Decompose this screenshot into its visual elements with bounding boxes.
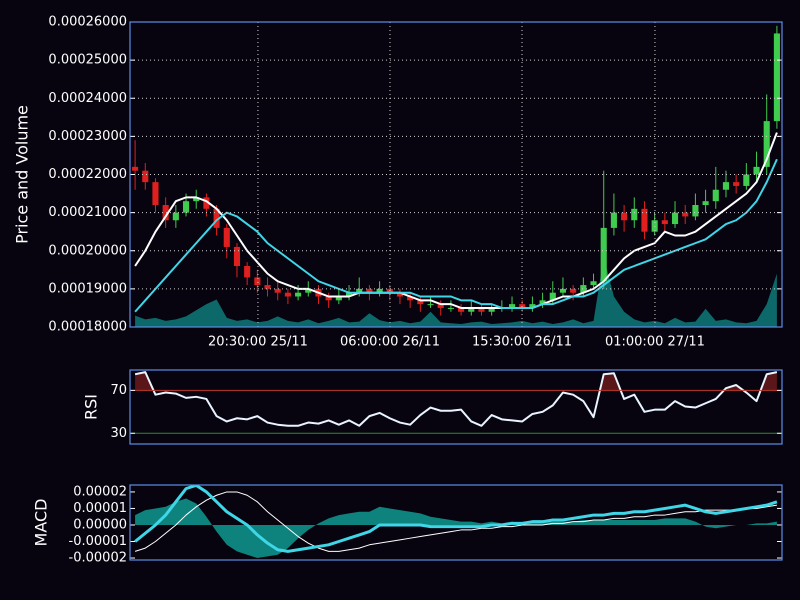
candle-body	[549, 292, 556, 301]
candle-body	[488, 307, 495, 312]
candle-body	[529, 304, 536, 308]
y-tick-label: -0.00002	[69, 551, 127, 566]
candle-body	[733, 182, 740, 186]
candle-body	[600, 227, 607, 282]
candle-body	[570, 288, 577, 293]
x-tick-label: 15:30:00 26/11	[472, 335, 572, 350]
y-axis-label: Price and Volume	[13, 105, 32, 244]
candle-body	[559, 288, 567, 293]
candle-body	[345, 292, 353, 297]
y-tick-label: -0.00001	[69, 534, 127, 549]
y-tick-label: 0.00023000	[48, 129, 127, 144]
candle-body	[305, 288, 312, 293]
candle-body	[417, 300, 424, 305]
candle-body	[233, 246, 241, 266]
candle-body	[692, 205, 699, 217]
panel-frame	[129, 21, 783, 328]
area	[135, 256, 777, 327]
candle-body	[407, 296, 414, 301]
candle-body	[142, 170, 149, 183]
y-tick-label: 0.00026000	[48, 15, 127, 30]
candle-body	[661, 220, 668, 225]
candle-body	[366, 288, 373, 293]
candle-body	[182, 201, 190, 213]
candle-body	[539, 300, 546, 305]
candle-body	[712, 189, 719, 202]
candle-body	[437, 304, 444, 308]
candle-body	[743, 174, 750, 186]
y-tick-label: 0.00019000	[48, 281, 127, 296]
panel-frame	[129, 484, 783, 561]
candle-body	[641, 208, 648, 232]
panel-frame	[129, 369, 783, 445]
candle-body	[376, 288, 383, 293]
candle-body	[458, 307, 465, 312]
candle-body	[763, 121, 770, 167]
line	[134, 158, 778, 313]
candle-body	[447, 307, 454, 309]
line	[134, 371, 778, 427]
candle-body	[295, 292, 302, 297]
y-tick-label: 0.00025000	[48, 53, 127, 68]
candle-body	[193, 197, 200, 202]
y-tick-label: 70	[110, 383, 127, 398]
candle-body	[325, 296, 332, 301]
candle-body	[264, 285, 271, 289]
candle-body	[427, 304, 434, 306]
candle-body	[682, 212, 689, 217]
candle-body	[335, 296, 342, 301]
y-tick-label: 0.00002	[73, 484, 127, 499]
candle-body	[152, 182, 159, 205]
y-axis-label: MACD	[32, 499, 51, 547]
candle-body	[580, 285, 587, 293]
candle-body	[478, 307, 485, 312]
candle-body	[508, 304, 516, 308]
candle-body	[722, 182, 730, 190]
x-tick-label: 20:30:00 25/11	[208, 335, 308, 350]
candle-body	[753, 166, 760, 175]
y-tick-label: 0.00022000	[48, 167, 127, 182]
y-axis-label: RSI	[82, 394, 101, 420]
area	[135, 498, 777, 559]
candle-body	[162, 205, 169, 221]
candle-body	[172, 212, 179, 221]
candle-body	[610, 212, 617, 228]
line	[134, 485, 778, 553]
candle-body	[274, 288, 281, 293]
candle-body	[651, 220, 658, 232]
candle-body	[621, 212, 628, 221]
plot-area	[134, 485, 778, 559]
y-tick-label: 0.00001	[73, 501, 127, 516]
y-tick-label: 0.00018000	[48, 320, 127, 335]
x-tick-label: 06:00:00 26/11	[340, 335, 440, 350]
y-tick-label: 0.00021000	[48, 205, 127, 220]
candle-body	[203, 197, 210, 209]
candle-body	[468, 307, 475, 312]
candle-body	[223, 227, 230, 247]
overbought-fill	[135, 372, 777, 391]
candle-body	[284, 292, 291, 297]
plot-area	[134, 371, 778, 427]
line	[134, 491, 777, 552]
candle-body	[396, 292, 404, 297]
candle-body	[244, 266, 251, 278]
x-tick-label: 01:00:00 27/11	[605, 335, 705, 350]
candle-body	[590, 281, 597, 286]
candle-body	[254, 277, 261, 286]
y-tick-label: 0.00024000	[48, 91, 127, 106]
candle-body	[132, 166, 139, 171]
candle-body	[213, 208, 220, 228]
candle-body	[773, 33, 780, 122]
y-tick-label: 30	[110, 426, 127, 441]
y-tick-label: 0.00000	[73, 517, 127, 532]
line	[134, 132, 778, 309]
y-tick-label: 0.00020000	[48, 243, 127, 258]
candle-body	[356, 288, 363, 293]
candle-body	[671, 212, 679, 225]
candle-body	[631, 208, 638, 221]
candle-body	[702, 201, 709, 205]
